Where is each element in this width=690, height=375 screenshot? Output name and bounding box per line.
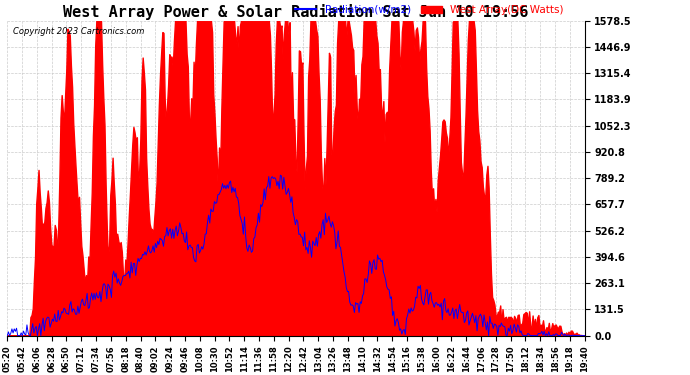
Text: Copyright 2023 Cartronics.com: Copyright 2023 Cartronics.com — [13, 27, 144, 36]
Title: West Array Power & Solar Radiation Sat Jun 10 19:56: West Array Power & Solar Radiation Sat J… — [63, 3, 529, 20]
Legend: Radiation(w/m2), West Array(DC Watts): Radiation(w/m2), West Array(DC Watts) — [291, 1, 568, 19]
